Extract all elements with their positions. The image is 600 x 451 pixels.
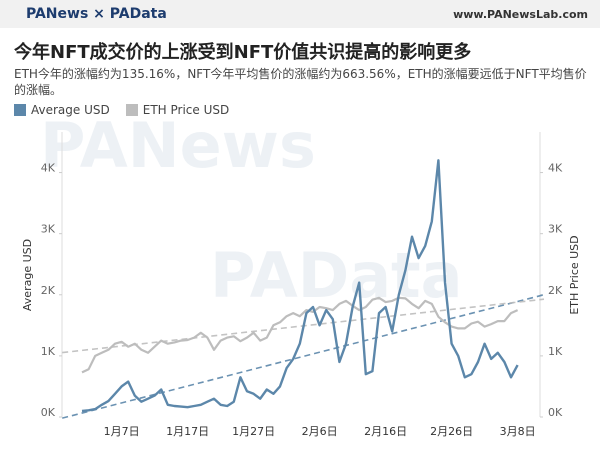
legend-swatch (125, 104, 138, 116)
x-tick-label: 2月16日 (364, 425, 407, 438)
x-tick-label: 1月7日 (104, 425, 140, 438)
trend-line (62, 293, 545, 419)
legend-item: ETH Price USD (125, 103, 230, 117)
y2-axis-label: ETH Price USD (568, 235, 581, 314)
x-tick-label: 2月6日 (302, 425, 338, 438)
y2-tick-label: 3K (548, 223, 563, 236)
x-tick-label: 1月27日 (232, 425, 275, 438)
y2-tick-label: 2K (548, 284, 563, 297)
legend-swatch (14, 104, 26, 116)
series-line (81, 296, 519, 374)
x-tick-label: 1月17日 (166, 425, 209, 438)
y-tick-label: 4K (41, 162, 56, 175)
y2-tick-label: 1K (548, 345, 563, 358)
legend-label: ETH Price USD (142, 103, 230, 117)
brand: PANews × PAData (26, 6, 167, 22)
series-line (81, 159, 519, 413)
y2-tick-label: 4K (548, 162, 563, 175)
legend-item: Average USD (14, 103, 110, 117)
x-tick-label: 2月26日 (430, 425, 473, 438)
watermark: PAData (210, 239, 463, 312)
y-tick-label: 3K (41, 223, 56, 236)
y-tick-label: 1K (41, 345, 56, 358)
y2-tick-label: 0K (548, 406, 563, 419)
chart-subtitle: ETH今年的涨幅约为135.16%，NFT今年平均售价的涨幅约为663.56%，… (14, 67, 587, 97)
legend-label: Average USD (31, 103, 110, 117)
watermark: PANews (40, 109, 316, 182)
x-tick-label: 3月8日 (500, 425, 536, 438)
header: PANews × PAData www.PANewsLab.com (0, 0, 600, 28)
y-tick-label: 0K (41, 406, 56, 419)
chart-title: 今年NFT成交价的上涨受到NFT价值共识提高的影响更多 (14, 42, 472, 63)
legend: Average USD ETH Price USD (14, 103, 229, 117)
y-tick-label: 2K (41, 284, 56, 297)
site-url: www.PANewsLab.com (453, 8, 588, 21)
y-axis-label: Average USD (21, 239, 34, 311)
